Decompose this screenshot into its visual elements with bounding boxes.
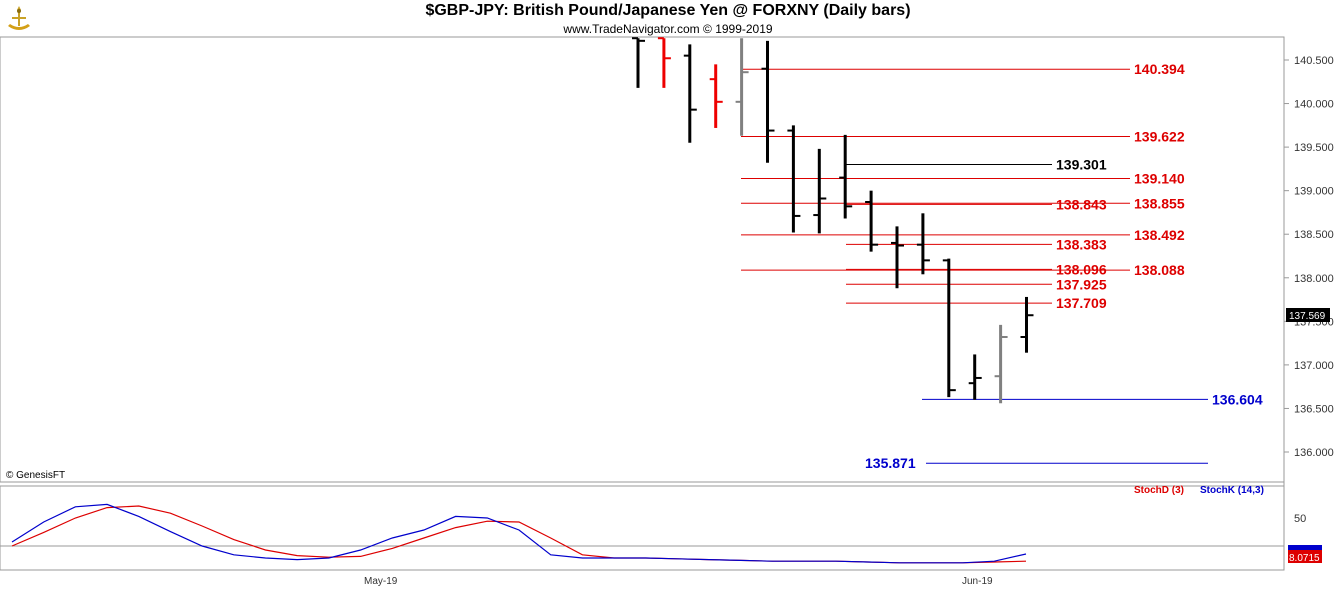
ohlc-bar <box>1020 296 1034 353</box>
ohlc-bar <box>735 38 749 136</box>
stoch-last-value: 8.0715 <box>1289 553 1320 564</box>
stoch-last-value-marker: 8.0715 <box>1288 545 1322 564</box>
copyright-label: © GenesisFT <box>6 470 65 481</box>
stochastic-legend: StochD (3) StochK (14,3) <box>1134 485 1264 496</box>
stoch-k-line <box>11 503 1027 564</box>
ohlc-bar <box>891 226 904 289</box>
price-levels: 140.394 139.622 139.301 139.140 138.843 138.8… <box>741 61 1263 471</box>
price-bars <box>632 37 1034 404</box>
ohlc-bar <box>813 148 827 234</box>
ohlc-bar <box>657 37 671 88</box>
y-tick-label: 138.500 <box>1294 229 1334 241</box>
level-label: 137.709 <box>1056 295 1107 311</box>
ohlc-bar <box>839 134 853 219</box>
level-label: 136.604 <box>1212 391 1263 407</box>
x-tick-jun: Jun-19 <box>962 576 993 587</box>
y-tick-label: 139.500 <box>1294 142 1334 154</box>
x-tick-may: May-19 <box>364 576 398 587</box>
y-tick-label: 139.000 <box>1294 186 1334 198</box>
chart-header: $GBP-JPY: British Pound/Japanese Yen @ F… <box>0 0 1336 36</box>
level-label: 138.855 <box>1134 195 1185 211</box>
ohlc-bar <box>968 354 982 400</box>
stoch-k-legend: StochK (14,3) <box>1200 485 1264 496</box>
y-tick-label: 136.500 <box>1294 403 1334 415</box>
level-label: 140.394 <box>1134 61 1185 77</box>
ohlc-bar <box>683 44 697 143</box>
last-price-marker: 137.569 <box>1286 308 1330 322</box>
ohlc-bar <box>942 258 956 398</box>
y-tick-label: 140.500 <box>1294 55 1334 67</box>
ohlc-bar <box>632 37 645 88</box>
level-label: 139.622 <box>1134 128 1185 144</box>
ohlc-bar <box>916 213 930 275</box>
stoch-d-line <box>11 505 1027 564</box>
level-label: 139.140 <box>1134 170 1185 186</box>
y-tick-label: 138.000 <box>1294 273 1334 285</box>
y-tick-label: 137.000 <box>1294 360 1334 372</box>
level-label: 138.383 <box>1056 236 1107 252</box>
chart-title: $GBP-JPY: British Pound/Japanese Yen @ F… <box>425 2 911 19</box>
stoch-tick-50: 50 <box>1294 513 1306 525</box>
level-label: 138.492 <box>1134 227 1185 243</box>
level-label: 139.301 <box>1056 156 1107 172</box>
stoch-d-legend: StochD (3) <box>1134 485 1184 496</box>
ohlc-bar <box>709 64 723 128</box>
chart-subtitle: www.TradeNavigator.com © 1999-2019 <box>563 22 773 36</box>
ohlc-bar <box>761 40 775 163</box>
trade-navigator-logo-icon <box>2 2 36 36</box>
stoch-k-last-box <box>1288 545 1322 553</box>
price-panel-border <box>0 36 1285 483</box>
ohlc-bar <box>994 324 1008 404</box>
ohlc-bar <box>865 190 879 252</box>
last-price-box <box>1286 308 1330 322</box>
level-label: 135.871 <box>865 455 916 471</box>
y-tick-label: 136.000 <box>1294 447 1334 459</box>
level-label: 138.096 <box>1056 261 1107 277</box>
stochastic-panel <box>11 503 1027 564</box>
ohlc-bar <box>787 125 801 233</box>
level-label: 137.925 <box>1056 276 1107 292</box>
level-label: 138.088 <box>1134 262 1185 278</box>
level-label: 138.843 <box>1056 196 1107 212</box>
y-tick-label: 140.000 <box>1294 99 1334 111</box>
chart-frame <box>0 36 1285 571</box>
price-axis: 140.500 140.000 139.500 139.000 138.500 138.0… <box>1284 55 1334 459</box>
stoch-d-last-box <box>1288 550 1322 563</box>
last-price-label: 137.569 <box>1289 311 1326 322</box>
